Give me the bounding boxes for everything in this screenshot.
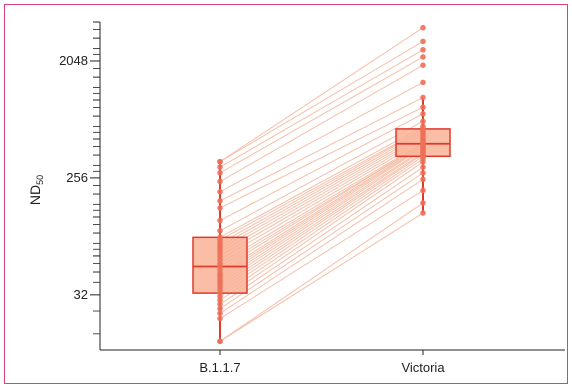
point-victoria-3 xyxy=(420,176,426,183)
pair-line-15 xyxy=(219,144,424,274)
pair-line-13 xyxy=(219,147,424,279)
point-victoria-34 xyxy=(420,46,426,53)
pair-line-19 xyxy=(219,139,424,260)
point-b-1-1-7-33 xyxy=(217,170,223,176)
points xyxy=(217,24,426,345)
pair-line-0 xyxy=(219,212,424,342)
point-b-1-1-7-1 xyxy=(217,338,223,345)
paired-lines xyxy=(219,27,424,342)
point-victoria-2 xyxy=(420,187,426,194)
point-victoria-28 xyxy=(420,111,426,117)
pair-line-4 xyxy=(219,172,424,310)
point-b-1-1-7-4 xyxy=(217,305,223,312)
point-b-1-1-7-26 xyxy=(217,234,223,241)
pair-line-29 xyxy=(219,106,424,209)
pair-line-24 xyxy=(219,129,424,244)
pair-line-2 xyxy=(219,189,424,319)
point-victoria-33 xyxy=(420,54,426,60)
point-victoria-4 xyxy=(420,170,426,176)
point-victoria-30 xyxy=(420,94,426,101)
pair-line-20 xyxy=(219,137,424,257)
point-victoria-32 xyxy=(420,62,426,68)
figure-frame xyxy=(4,4,568,384)
point-victoria-35 xyxy=(420,38,426,45)
pair-line-23 xyxy=(219,131,424,247)
point-b-1-1-7-5 xyxy=(217,301,223,308)
point-victoria-29 xyxy=(420,104,426,111)
point-b-1-1-7-2 xyxy=(217,315,223,322)
y-tick-label-2048: 2048 xyxy=(59,53,88,68)
point-b-1-1-7-30 xyxy=(217,198,223,204)
pair-line-12 xyxy=(219,148,424,282)
pair-line-30 xyxy=(219,97,424,202)
point-victoria-27 xyxy=(420,118,426,125)
y-axis-label: ND50 xyxy=(27,175,45,205)
x-tick-label-b-1-1-7: B.1.1.7 xyxy=(199,360,240,375)
pair-line-28 xyxy=(219,113,424,221)
pair-line-8 xyxy=(219,155,424,294)
pair-line-27 xyxy=(219,120,424,232)
pair-line-14 xyxy=(219,145,424,277)
y-tick-label-32: 32 xyxy=(74,287,88,302)
pair-line-34 xyxy=(219,49,424,168)
point-b-1-1-7-31 xyxy=(217,188,223,195)
point-b-1-1-7-28 xyxy=(217,217,223,224)
point-b-1-1-7-34 xyxy=(217,164,223,170)
pair-line-18 xyxy=(219,142,424,264)
y-axis-label-main: ND xyxy=(27,185,43,205)
point-victoria-26 xyxy=(420,123,426,130)
point-b-1-1-7-29 xyxy=(217,205,223,211)
y-axis-label-subscript: 50 xyxy=(35,175,45,185)
pair-line-22 xyxy=(219,133,424,250)
pair-line-33 xyxy=(219,56,424,174)
x-tick-label-victoria: Victoria xyxy=(401,360,445,375)
pair-line-10 xyxy=(219,152,424,288)
pair-line-11 xyxy=(219,150,424,285)
point-b-1-1-7-36 xyxy=(217,158,223,165)
axes: 32 256 2048 B.1.1.7 Victoria xyxy=(59,21,565,375)
pair-line-35 xyxy=(219,40,424,163)
pair-line-9 xyxy=(219,153,424,291)
point-b-1-1-7-27 xyxy=(217,227,223,234)
y-tick-label-256: 256 xyxy=(66,170,88,185)
pair-line-32 xyxy=(219,64,424,182)
point-victoria-5 xyxy=(420,164,426,170)
pair-line-7 xyxy=(219,158,424,298)
pair-line-36 xyxy=(219,27,424,163)
pair-line-3 xyxy=(219,178,424,314)
point-victoria-31 xyxy=(420,79,426,86)
pair-line-5 xyxy=(219,166,424,305)
point-b-1-1-7-18 xyxy=(217,260,223,267)
point-b-1-1-7-32 xyxy=(217,178,223,185)
point-victoria-0 xyxy=(420,210,426,216)
pair-line-25 xyxy=(219,128,424,241)
pair-line-6 xyxy=(219,161,424,301)
point-b-1-1-7-3 xyxy=(217,310,223,317)
point-victoria-36 xyxy=(420,24,426,31)
pair-line-26 xyxy=(219,125,424,238)
pair-line-1 xyxy=(219,202,424,342)
pair-line-21 xyxy=(219,135,424,253)
pair-line-31 xyxy=(219,81,424,193)
pair-line-17 xyxy=(219,143,424,267)
point-victoria-1 xyxy=(420,200,426,206)
